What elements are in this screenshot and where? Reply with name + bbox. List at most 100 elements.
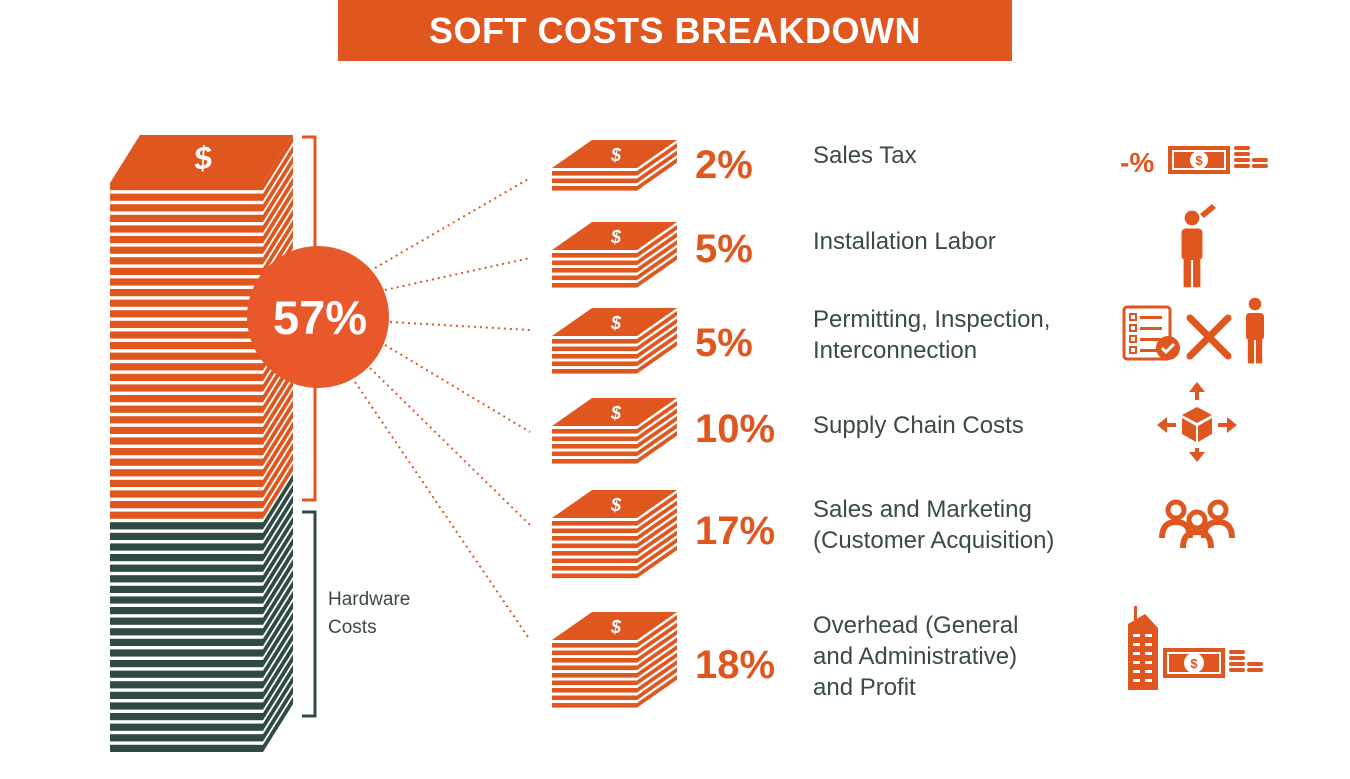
money-stack-top <box>552 140 677 168</box>
stack-layer <box>110 490 263 498</box>
stack-layer <box>110 395 263 403</box>
stack-layer <box>110 702 263 710</box>
box-left <box>1182 418 1196 442</box>
money-stack-layer <box>552 528 637 534</box>
stack-layer <box>110 543 263 551</box>
money-stack-layer <box>552 665 637 671</box>
dollar-sign-icon: $ <box>610 313 622 333</box>
connector-lines <box>354 177 531 641</box>
item-label: Sales and Marketing (Customer Acquisition… <box>813 494 1054 556</box>
coin <box>1247 662 1263 666</box>
stack-layer-side <box>263 188 293 244</box>
item-icons: -% $ $ <box>1120 146 1268 690</box>
money-stack-layer-side <box>637 240 677 273</box>
stack-layer <box>110 373 263 382</box>
stack-layer <box>110 617 263 625</box>
coins-icon <box>1229 650 1263 672</box>
stack-layer <box>110 405 263 413</box>
coin <box>1229 662 1245 666</box>
checkbox <box>1129 346 1137 354</box>
person-shoulders <box>1201 518 1235 539</box>
checklist-line <box>1140 338 1162 341</box>
stack-layer <box>110 236 263 244</box>
money-stack-layer-side <box>637 523 677 556</box>
person-head <box>1186 509 1208 531</box>
money-stack-layer-side <box>637 615 677 648</box>
hardware-label-line: Costs <box>328 617 377 638</box>
person-shoulders <box>1159 518 1193 539</box>
money-stack-layer <box>552 178 637 184</box>
stack-layer <box>110 342 263 350</box>
item-label-line: and Profit <box>813 674 916 701</box>
tools-icon <box>1186 314 1232 360</box>
item-label: Installation Labor <box>813 226 996 257</box>
stack-layer-side <box>263 537 293 594</box>
coin <box>1229 656 1245 660</box>
item-label-line: Sales and Marketing <box>813 496 1032 523</box>
worker-icon <box>1181 204 1216 288</box>
box-arrows-icon <box>1157 382 1237 462</box>
stack-layer-side <box>263 665 293 721</box>
dollar-sign-icon: $ <box>610 403 622 423</box>
money-stack-top <box>552 490 677 518</box>
coin <box>1234 152 1250 156</box>
money-stack-layer <box>552 703 637 708</box>
stack-layer-side <box>263 177 293 233</box>
total-badge-circle <box>247 246 389 388</box>
coin <box>1234 164 1250 168</box>
bill-coin <box>1190 151 1208 169</box>
item-label-line: Overhead (General <box>813 612 1019 639</box>
coin <box>1229 668 1245 672</box>
stack-layer-side <box>263 495 293 551</box>
minus-percent-icon: -% <box>1120 147 1154 178</box>
bill-coin <box>1184 653 1204 673</box>
money-stack-layer <box>552 171 637 176</box>
money-bill-icon: $ <box>1163 648 1225 678</box>
box-top <box>1182 407 1212 423</box>
stack-layer <box>110 331 263 339</box>
person-head <box>1207 499 1229 521</box>
stack-layer <box>110 532 263 541</box>
coins-icon <box>1234 146 1268 168</box>
stack-layer <box>110 204 263 212</box>
money-stack-layer <box>552 253 637 258</box>
stack-layer <box>110 437 263 445</box>
connector-line <box>384 344 531 433</box>
stack-layer <box>110 501 263 509</box>
check-mark <box>1160 342 1176 355</box>
building-window <box>1145 670 1152 673</box>
connector-line <box>374 177 531 269</box>
arrow-left <box>1157 417 1167 433</box>
box-right <box>1198 418 1212 442</box>
money-stack-layer <box>552 354 637 359</box>
money-stack-layer <box>552 283 637 288</box>
checklist-tools-worker-icon <box>1122 297 1264 364</box>
money-stack-layer <box>552 573 637 579</box>
person-body <box>1181 228 1203 260</box>
money-stack-layer <box>552 186 637 191</box>
dollar-sign-icon: $ <box>610 145 622 165</box>
money-stack-layer-side <box>637 630 677 663</box>
money-stack-layer <box>552 543 637 549</box>
money-stack-layer-side <box>637 493 677 526</box>
building-antenna <box>1134 606 1137 620</box>
money-stack-layer <box>552 339 637 344</box>
money-stack-layer-side <box>637 645 677 678</box>
stack-layer-side <box>263 219 293 276</box>
stack-layer <box>110 744 263 753</box>
stack-layer-side <box>263 198 293 254</box>
dollar-sign-icon: $ <box>1190 656 1198 671</box>
money-stack-layer-side <box>637 408 677 442</box>
money-stack-item: $18% <box>552 612 775 708</box>
stack-layer <box>110 183 263 191</box>
money-stack-layer <box>552 346 637 352</box>
stack-layer <box>110 734 263 742</box>
stack-layer <box>110 681 263 689</box>
stack-layer <box>110 416 263 424</box>
stack-layer <box>110 670 263 678</box>
money-stack-layer <box>552 260 637 266</box>
coin <box>1229 650 1245 654</box>
stack-layer <box>110 607 263 615</box>
building-window <box>1133 652 1140 655</box>
money-stack-layer-side <box>637 326 677 359</box>
